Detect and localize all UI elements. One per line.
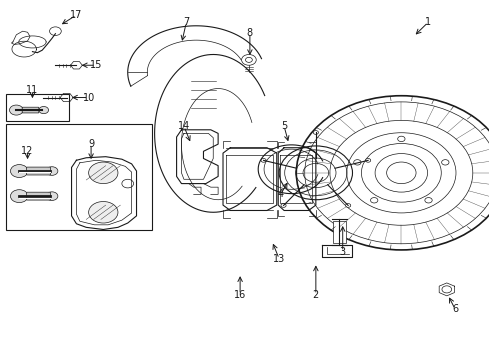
Text: 11: 11	[26, 85, 39, 95]
Text: 16: 16	[234, 290, 246, 300]
Text: 8: 8	[247, 28, 253, 38]
Text: 3: 3	[340, 247, 346, 257]
Circle shape	[46, 192, 58, 201]
Circle shape	[366, 158, 371, 162]
Circle shape	[425, 198, 432, 203]
Text: 13: 13	[273, 254, 285, 264]
Text: 2: 2	[313, 290, 319, 300]
Text: 9: 9	[88, 139, 94, 149]
Circle shape	[354, 159, 361, 165]
Circle shape	[46, 167, 58, 175]
Text: 1: 1	[425, 17, 431, 27]
Text: 12: 12	[22, 146, 34, 156]
Circle shape	[10, 190, 28, 203]
Circle shape	[49, 27, 61, 36]
Text: 14: 14	[178, 121, 190, 131]
FancyBboxPatch shape	[22, 107, 39, 113]
Circle shape	[89, 202, 118, 223]
Circle shape	[281, 204, 286, 207]
Circle shape	[441, 159, 449, 165]
Circle shape	[313, 131, 318, 134]
Circle shape	[39, 107, 49, 114]
Circle shape	[9, 105, 23, 115]
Circle shape	[10, 165, 28, 177]
Circle shape	[398, 136, 405, 141]
Circle shape	[261, 158, 266, 162]
Text: 7: 7	[183, 17, 190, 27]
Text: 6: 6	[452, 304, 458, 314]
Circle shape	[370, 198, 378, 203]
Text: 17: 17	[70, 10, 83, 20]
Circle shape	[345, 204, 351, 207]
Text: 10: 10	[82, 93, 95, 103]
Circle shape	[89, 162, 118, 184]
FancyBboxPatch shape	[26, 192, 50, 200]
FancyBboxPatch shape	[26, 167, 50, 175]
Text: 4: 4	[278, 189, 284, 199]
Text: 5: 5	[281, 121, 287, 131]
Text: 15: 15	[90, 60, 102, 70]
Circle shape	[122, 179, 134, 188]
FancyBboxPatch shape	[333, 221, 345, 243]
